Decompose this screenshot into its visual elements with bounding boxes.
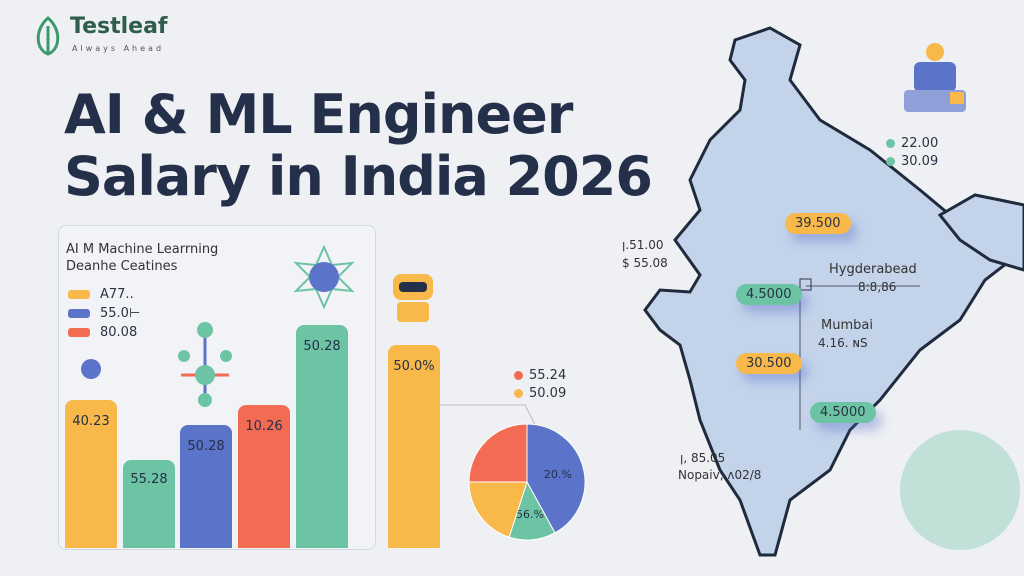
city-value-mumbai: 4.16. ɴS	[818, 336, 868, 350]
map-left-value-2: $ 55.08	[622, 256, 668, 270]
legend-label: A77..	[100, 287, 134, 302]
legend-item: 80.08	[68, 325, 140, 340]
pie-legend-item: 55.24	[514, 368, 566, 383]
legend-label: 55.24	[529, 368, 567, 383]
legend-dot	[514, 389, 523, 398]
legend-dot	[886, 139, 895, 148]
brand-tagline: Always Ahead	[72, 44, 165, 53]
robot-icon-map	[904, 43, 966, 112]
pie-slice	[526, 423, 586, 534]
page-title: AI & ML Engineer Salary in India 2026	[64, 83, 653, 208]
pie-slice-label: 20.%	[544, 468, 572, 481]
bar: 55.28	[123, 460, 175, 548]
pie-slice-label: 56.%	[516, 508, 544, 521]
pie-legend: 55.24 50.09	[514, 368, 566, 401]
bar: 50.28	[296, 325, 348, 548]
panel-subtitle: AI M Machine Learrning	[66, 242, 219, 257]
title-line-1: AI & ML Engineer	[64, 83, 573, 146]
map-legend-item: 30.09	[886, 154, 938, 169]
network-node-icon	[178, 322, 232, 407]
map-legend-item: 22.00	[886, 136, 938, 151]
map-left-value-1: ꞁ.51.00	[622, 238, 664, 252]
city-name-mumbai: Mumbai	[821, 318, 873, 333]
leaf-logo-icon	[36, 16, 60, 56]
legend-swatch	[68, 328, 90, 337]
network-star-icon	[293, 245, 355, 309]
map-legend: 22.00 30.09	[886, 136, 938, 169]
legend-label: 30.09	[901, 154, 939, 169]
map-marker	[799, 278, 812, 291]
dot-icon	[81, 359, 101, 379]
robot-icon	[393, 274, 433, 322]
bar-label: 50.28	[187, 439, 225, 454]
legend-label: 55.0⊢	[100, 306, 141, 321]
legend-label: 50.09	[529, 386, 567, 401]
panel-legend: A77.. 55.0⊢ 80.08	[68, 287, 140, 340]
city-value-hyderabad: 8:8,86	[858, 280, 897, 294]
legend-item: 55.0⊢	[68, 306, 140, 321]
legend-item: A77..	[68, 287, 140, 302]
legend-dot	[886, 157, 895, 166]
bar-label: 50.0%	[393, 359, 435, 374]
bar-label: 50.28	[303, 339, 341, 354]
bar: 40.23	[65, 400, 117, 548]
legend-dot	[514, 371, 523, 380]
bar: 50.0%	[388, 345, 440, 548]
bar-label: 10.26	[245, 419, 283, 434]
india-map-shape	[643, 26, 1024, 557]
map-salary-pill: 4.5000	[810, 402, 876, 423]
title-line-2: Salary in India 2026	[64, 145, 653, 208]
legend-label: 22.00	[901, 136, 939, 151]
legend-label: 80.08	[100, 325, 138, 340]
brand-name: Testleaf	[70, 14, 168, 39]
legend-swatch	[68, 290, 90, 299]
map-bottom-value-2: Nopaiv, ᴧ02/8	[678, 468, 762, 482]
bar: 10.26	[238, 405, 290, 548]
map-salary-pill: 4.5000	[736, 284, 802, 305]
pie-chart: 20.% 56.%	[440, 404, 586, 541]
pie-legend-item: 50.09	[514, 386, 566, 401]
pie-slice	[468, 423, 528, 483]
pie-slice	[468, 481, 528, 538]
map-salary-pill: 39.500	[785, 213, 851, 234]
legend-swatch	[68, 309, 90, 318]
blurred-decoration	[900, 430, 1020, 550]
map-bottom-value-1: ꞁ, 85.05	[680, 451, 726, 465]
city-name-hyderabad: Hygderabead	[829, 262, 917, 277]
bar: 50.28	[180, 425, 232, 548]
panel-subtitle-2: Deanhe Ceatines	[66, 259, 178, 274]
bar-label: 55.28	[130, 472, 168, 487]
map-salary-pill: 30.500	[736, 353, 802, 374]
bar-label: 40.23	[72, 414, 110, 429]
